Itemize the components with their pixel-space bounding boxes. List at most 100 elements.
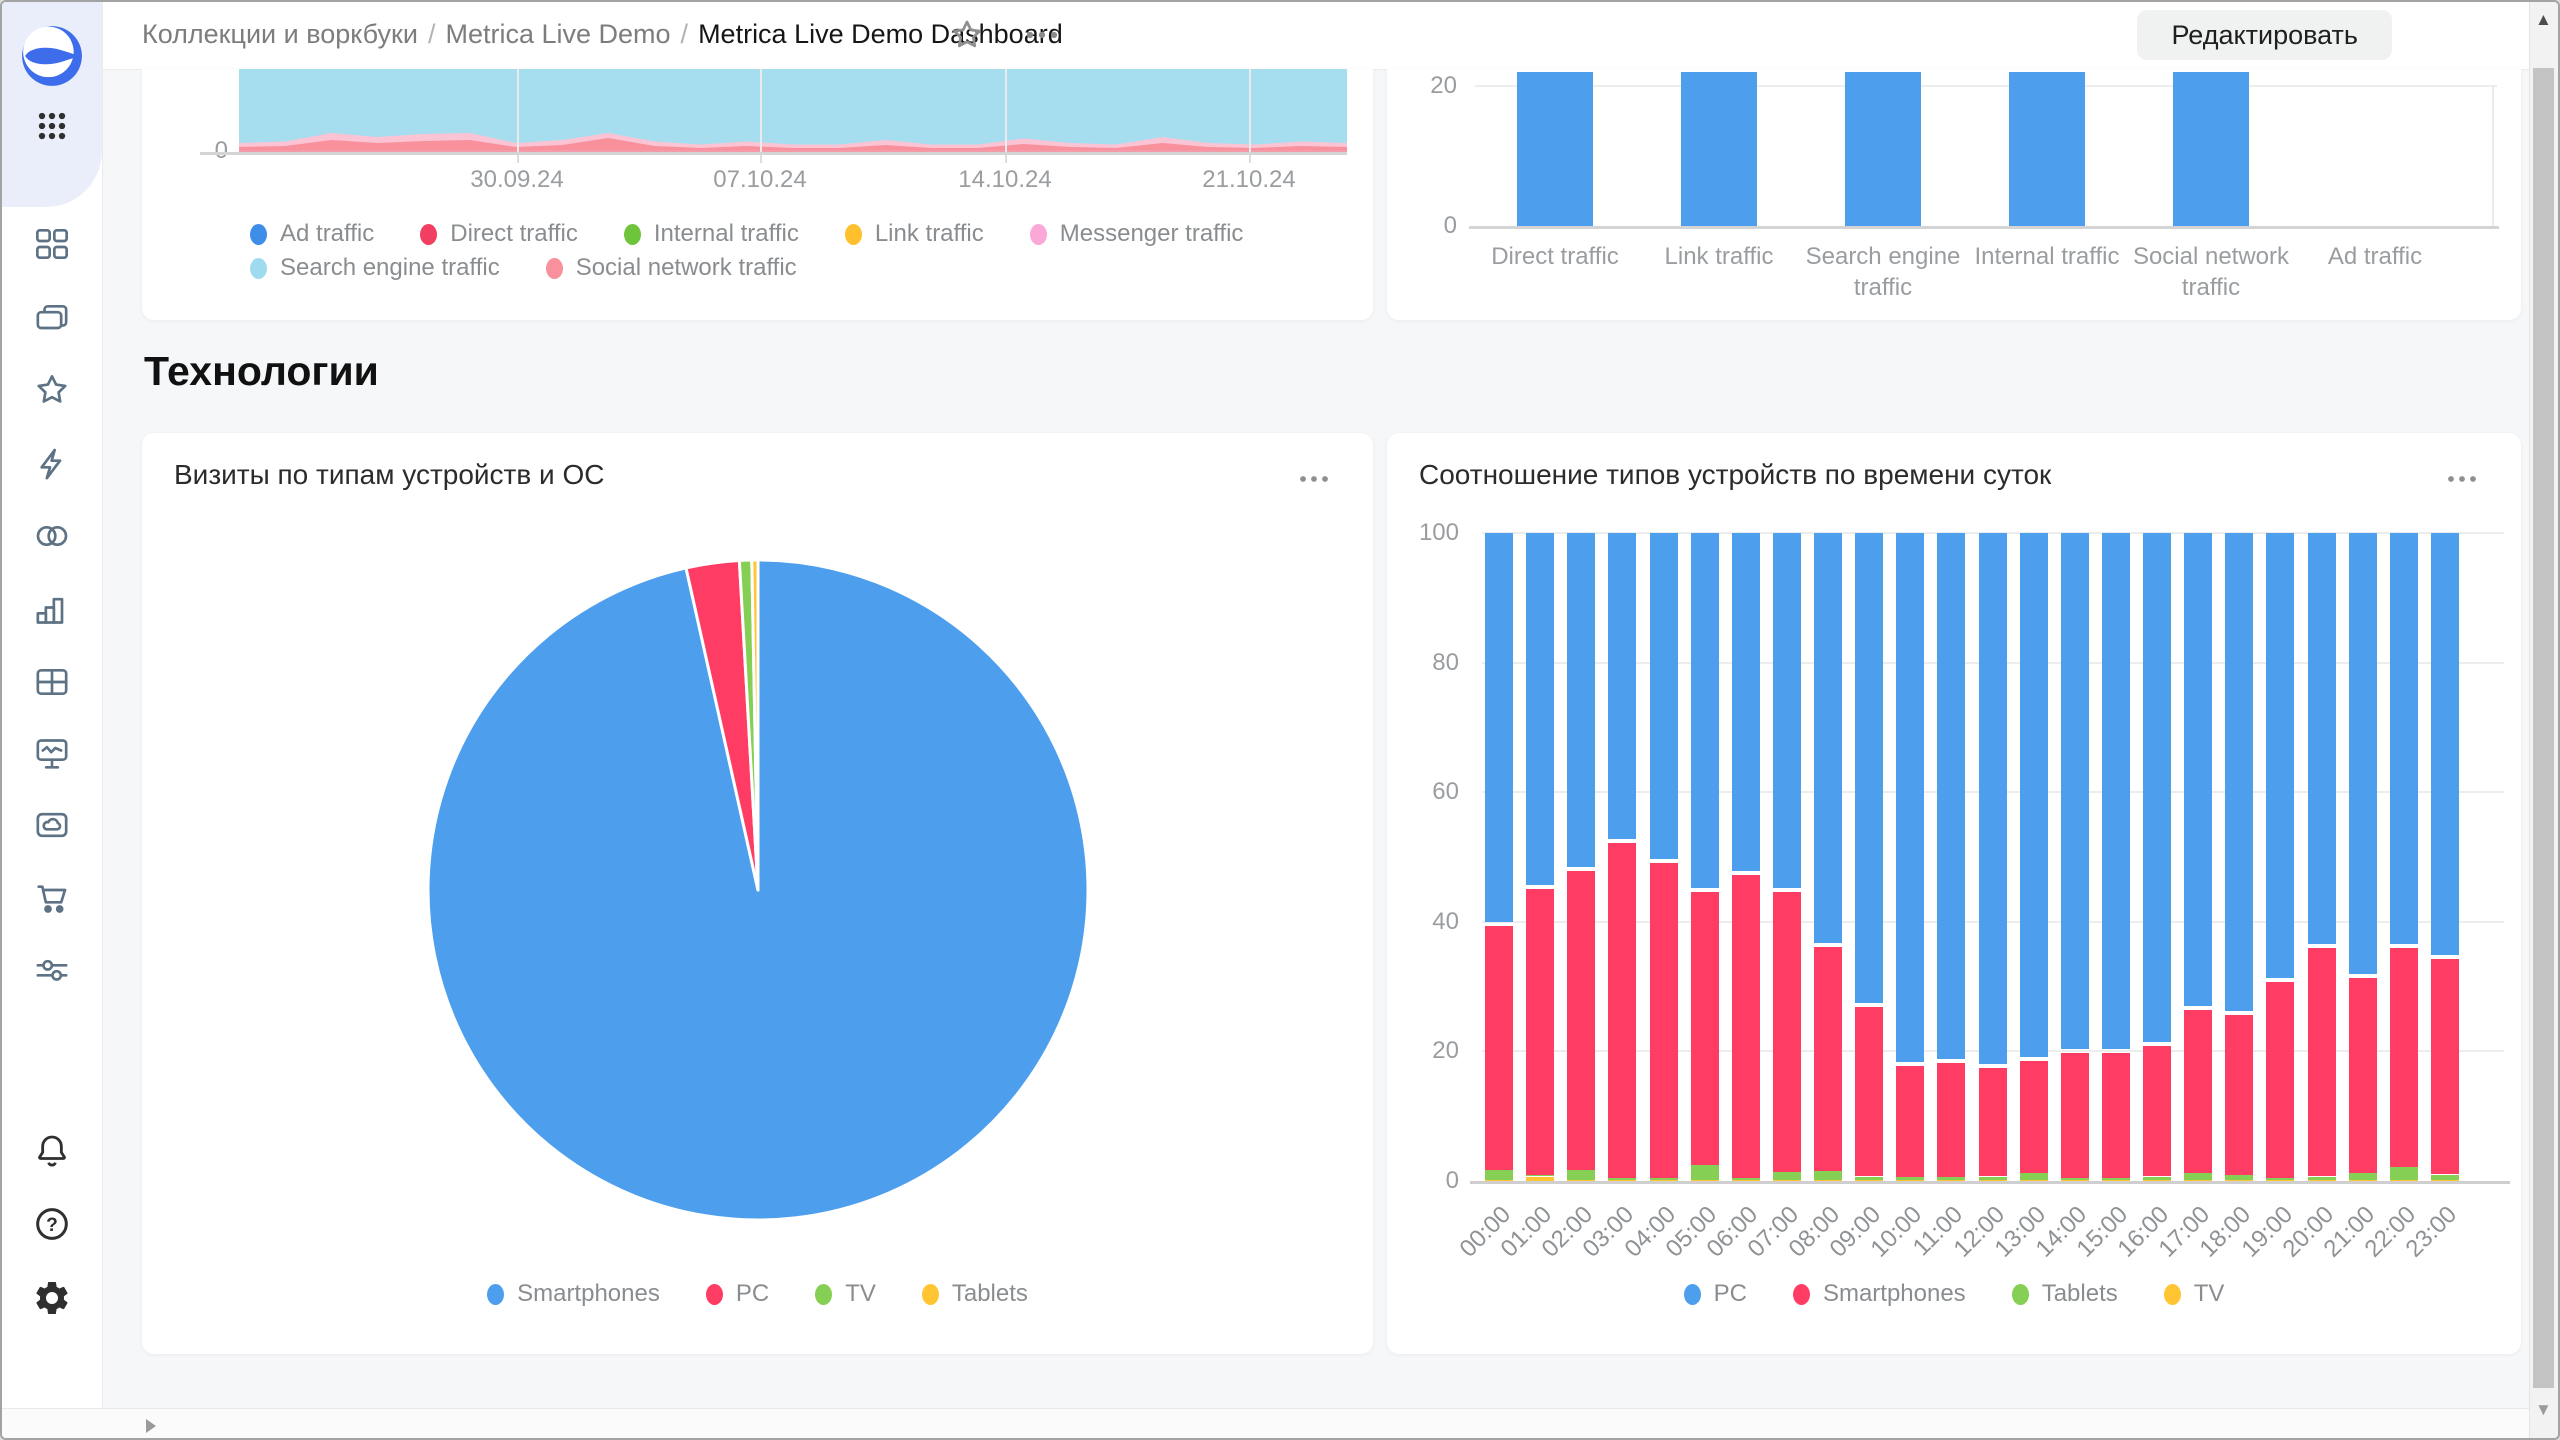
card-menu-icon[interactable] — [2445, 471, 2485, 489]
stacked-segment-TV[interactable] — [2101, 1180, 2130, 1181]
edit-button[interactable]: Редактировать — [2137, 10, 2392, 60]
stacked-segment-PC[interactable] — [1855, 533, 1884, 1003]
sidebar-item-storage-icon[interactable] — [32, 805, 72, 845]
legend-item[interactable]: TV — [2163, 1280, 2224, 1308]
stacked-segment-Tablets[interactable] — [2060, 1177, 2089, 1181]
sidebar-item-collections-icon[interactable] — [32, 298, 72, 338]
stacked-segment-Tablets[interactable] — [1896, 1177, 1925, 1181]
stacked-segment-TV[interactable] — [1978, 1180, 2007, 1181]
stacked-segment-TV[interactable] — [1937, 1180, 1966, 1181]
stacked-segment-Smartphones[interactable] — [1731, 875, 1760, 1178]
stacked-segment-Tablets[interactable] — [1649, 1178, 1678, 1181]
stacked-segment-TV[interactable] — [2348, 1179, 2377, 1181]
bar[interactable] — [1681, 72, 1757, 226]
stacked-segment-PC[interactable] — [1526, 533, 1555, 885]
bar[interactable] — [1845, 72, 1921, 226]
stacked-segment-TV[interactable] — [1772, 1179, 1801, 1181]
stacked-segment-Tablets[interactable] — [2019, 1172, 2048, 1180]
stacked-segment-TV[interactable] — [1814, 1179, 1843, 1181]
scrollbar-thumb[interactable] — [2533, 68, 2554, 1388]
sidebar-item-marketplace-icon[interactable] — [32, 878, 72, 918]
stacked-segment-Smartphones[interactable] — [1937, 1062, 1966, 1178]
stacked-segment-PC[interactable] — [2307, 533, 2336, 945]
stacked-segment-TV[interactable] — [1485, 1179, 1513, 1181]
stacked-segment-Tablets[interactable] — [1855, 1176, 1884, 1181]
stacked-segment-PC[interactable] — [1567, 533, 1596, 867]
stacked-segment-PC[interactable] — [2143, 533, 2172, 1042]
stacked-segment-Tablets[interactable] — [2430, 1174, 2459, 1180]
legend-item[interactable]: Link traffic — [844, 220, 984, 248]
sidebar-item-services-icon[interactable] — [32, 950, 72, 990]
legend-item[interactable]: Search engine traffic — [250, 254, 500, 282]
stacked-segment-Smartphones[interactable] — [1649, 862, 1678, 1179]
stacked-segment-PC[interactable] — [1772, 533, 1801, 888]
stacked-segment-Smartphones[interactable] — [1855, 1006, 1884, 1177]
stacked-segment-PC[interactable] — [2060, 533, 2089, 1050]
legend-item[interactable]: Smartphones — [487, 1280, 660, 1308]
stacked-segment-PC[interactable] — [2266, 533, 2295, 979]
stacked-segment-Tablets[interactable] — [2266, 1177, 2295, 1181]
pie-chart[interactable] — [398, 530, 1118, 1250]
stacked-segment-TV[interactable] — [1567, 1179, 1596, 1181]
stacked-segment-Smartphones[interactable] — [1772, 892, 1801, 1172]
legend-item[interactable]: Direct traffic — [420, 220, 578, 248]
stacked-segment-TV[interactable] — [2430, 1179, 2459, 1181]
stacked-segment-Tablets[interactable] — [1731, 1177, 1760, 1181]
legend-item[interactable]: Messenger traffic — [1029, 220, 1243, 248]
legend-item[interactable]: Tablets — [921, 1280, 1028, 1308]
legend-item[interactable]: Tablets — [2011, 1280, 2118, 1308]
stacked-segment-PC[interactable] — [2184, 533, 2213, 1006]
sidebar-item-charts-icon[interactable] — [32, 590, 72, 630]
settings-gear-icon[interactable] — [32, 1278, 72, 1318]
stacked-segment-Tablets[interactable] — [2389, 1166, 2418, 1180]
stacked-segment-TV[interactable] — [1690, 1179, 1719, 1181]
breadcrumb-item[interactable]: Коллекции и воркбуки — [142, 19, 418, 49]
stacked-segment-PC[interactable] — [1978, 533, 2007, 1065]
favorite-star-icon[interactable] — [948, 16, 986, 54]
stacked-segment-Smartphones[interactable] — [1485, 925, 1513, 1170]
stacked-segment-Tablets[interactable] — [1978, 1176, 2007, 1181]
scroll-down-icon[interactable]: ▼ — [2535, 1400, 2552, 1419]
legend-item[interactable]: Internal traffic — [623, 220, 799, 248]
apps-grid-icon[interactable] — [32, 106, 72, 146]
stacked-segment-TV[interactable] — [2143, 1180, 2172, 1181]
stacked-segment-TV[interactable] — [1855, 1180, 1884, 1181]
legend-item[interactable]: Smartphones — [1792, 1280, 1966, 1308]
stacked-segment-PC[interactable] — [1608, 533, 1637, 839]
stacked-segment-Tablets[interactable] — [2143, 1176, 2172, 1181]
stacked-segment-Smartphones[interactable] — [2143, 1045, 2172, 1177]
stacked-segment-TV[interactable] — [1608, 1179, 1637, 1181]
legend-item[interactable]: Social network traffic — [545, 254, 797, 282]
stacked-segment-Smartphones[interactable] — [2266, 982, 2295, 1178]
stacked-segment-Smartphones[interactable] — [1896, 1065, 1925, 1178]
stacked-segment-PC[interactable] — [1731, 533, 1760, 872]
stacked-segment-PC[interactable] — [1937, 533, 1966, 1059]
help-icon[interactable]: ? — [32, 1204, 72, 1244]
stacked-segment-Smartphones[interactable] — [1690, 892, 1719, 1166]
stacked-segment-PC[interactable] — [2430, 533, 2459, 956]
stacked-segment-Smartphones[interactable] — [2019, 1061, 2048, 1173]
stacked-segment-TV[interactable] — [1896, 1180, 1925, 1181]
datalens-logo-icon[interactable] — [19, 23, 85, 89]
bar[interactable] — [2009, 72, 2085, 226]
sidebar-item-connections-icon[interactable] — [32, 516, 72, 556]
area-chart[interactable] — [239, 69, 1347, 153]
stacked-segment-TV[interactable] — [1649, 1180, 1678, 1181]
stacked-segment-Smartphones[interactable] — [2348, 977, 2377, 1174]
stacked-segment-TV[interactable] — [2019, 1179, 2048, 1181]
sidebar-item-dashboards-icon[interactable] — [32, 224, 72, 264]
stacked-segment-Tablets[interactable] — [1690, 1165, 1719, 1180]
stacked-segment-PC[interactable] — [1485, 533, 1513, 922]
legend-item[interactable]: TV — [815, 1280, 876, 1308]
stacked-segment-Smartphones[interactable] — [1608, 842, 1637, 1178]
breadcrumb-item[interactable]: Metrica Live Demo — [445, 19, 671, 49]
stacked-segment-Tablets[interactable] — [2184, 1173, 2213, 1180]
stacked-segment-Tablets[interactable] — [1567, 1170, 1596, 1180]
stacked-segment-Smartphones[interactable] — [2430, 959, 2459, 1175]
pie-slice-Tablets[interactable] — [750, 558, 760, 892]
sidebar-item-tables-icon[interactable] — [32, 662, 72, 702]
stacked-segment-PC[interactable] — [2225, 533, 2254, 1012]
stacked-segment-Tablets[interactable] — [2225, 1175, 2254, 1181]
bar[interactable] — [1517, 72, 1593, 226]
stacked-segment-TV[interactable] — [1731, 1180, 1760, 1181]
